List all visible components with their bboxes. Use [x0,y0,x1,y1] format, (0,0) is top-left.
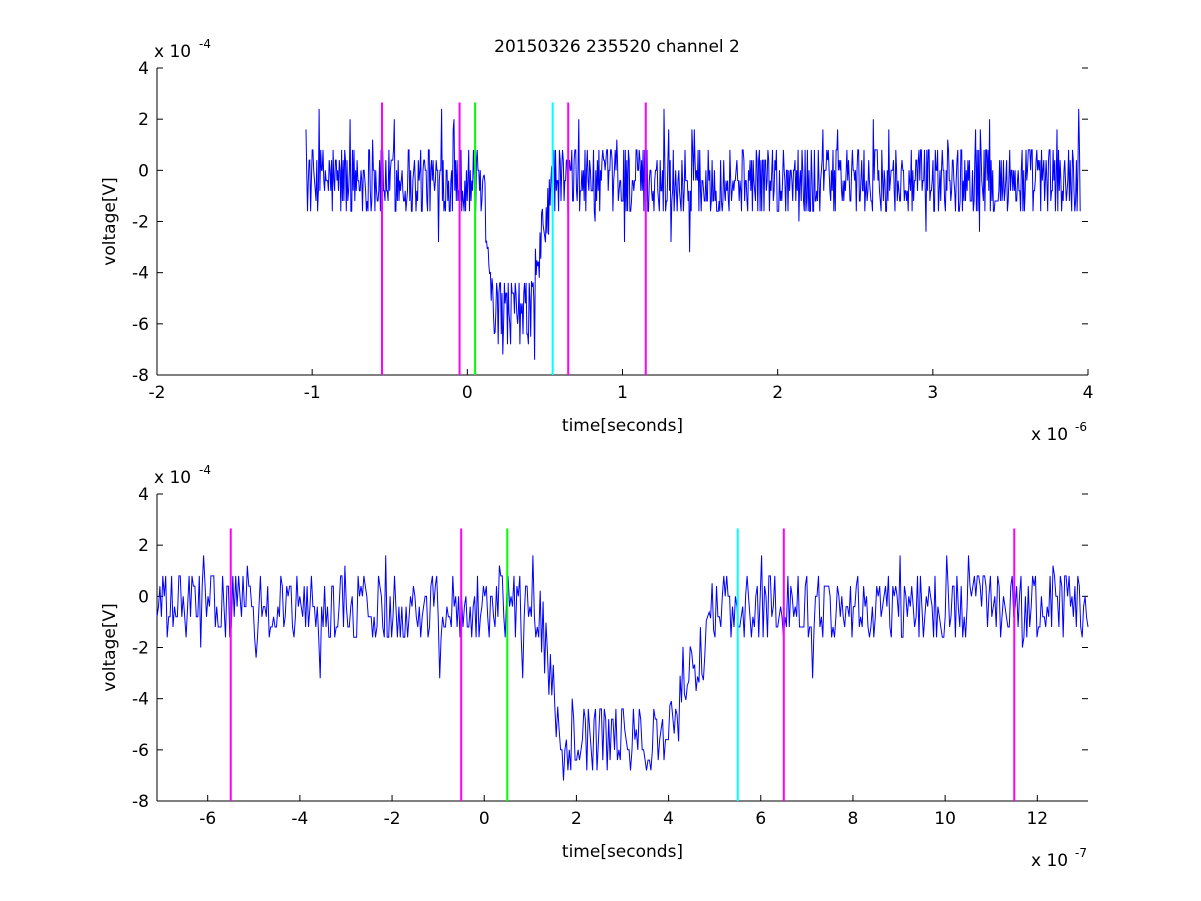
y-axis-label: voltage[V] [100,603,120,691]
top-plot: -8 -6 -4 -2 0 2 4 -2 -1 0 1 2 3 4 time[seconds] voltage… [100,37,1093,445]
y-tick-label: -6 [132,315,149,335]
y-tick-label: 4 [138,485,149,505]
bottom-plot: -8 -6 -4 -2 0 2 4 -6 -4 -2 0 2 4 6 8 10 12 time[seconds] v… [100,463,1089,871]
x-tick-label: 12 [1026,809,1048,829]
y-tick-label: 0 [138,161,149,181]
x-tick-label: 3 [927,383,938,403]
y-tick-label: 4 [138,59,149,79]
x-tick-label: 0 [462,383,473,403]
x-tick-label: 2 [772,383,783,403]
y-scale-label: x 10 [154,42,191,62]
x-tick-label: 4 [1083,383,1094,403]
y-scale-exponent: -4 [199,463,211,477]
x-tick-label: 8 [848,809,859,829]
y-tick-label: -2 [132,213,149,233]
y-tick-label: -6 [132,741,149,761]
x-tick-label: -1 [304,383,321,403]
y-scale-exponent: -4 [199,37,211,51]
y-tick-label: -8 [132,792,149,812]
y-tick-label: 0 [138,587,149,607]
signal-trace [156,555,1089,781]
x-tick-label: -2 [384,809,401,829]
x-scale-label: x 10 [1031,851,1068,871]
signal-trace [305,108,1081,360]
chart-title: 20150326 235520 channel 2 [494,37,740,57]
y-scale-label: x 10 [154,468,191,488]
y-tick-label: 2 [138,536,149,556]
x-tick-label: 6 [755,809,766,829]
x-tick-label: 1 [617,383,628,403]
x-tick-label: 4 [663,809,674,829]
x-tick-label: 2 [571,809,582,829]
y-tick-label: -4 [132,264,149,284]
y-tick-label: -8 [132,366,149,386]
y-tick-label: -4 [132,690,149,710]
x-tick-label: -2 [149,383,166,403]
x-scale-exponent: -7 [1075,846,1087,860]
x-tick-label: 10 [934,809,956,829]
y-tick-label: 2 [138,110,149,130]
x-scale-exponent: -6 [1075,420,1087,434]
x-scale-label: x 10 [1031,425,1068,445]
x-tick-label: 0 [479,809,490,829]
y-axis-label: voltage[V] [100,177,120,265]
x-tick-label: -4 [291,809,308,829]
y-tick-label: -2 [132,639,149,659]
x-axis-label: time[seconds] [562,416,683,436]
x-tick-label: -6 [199,809,216,829]
x-axis-label: time[seconds] [562,842,683,862]
